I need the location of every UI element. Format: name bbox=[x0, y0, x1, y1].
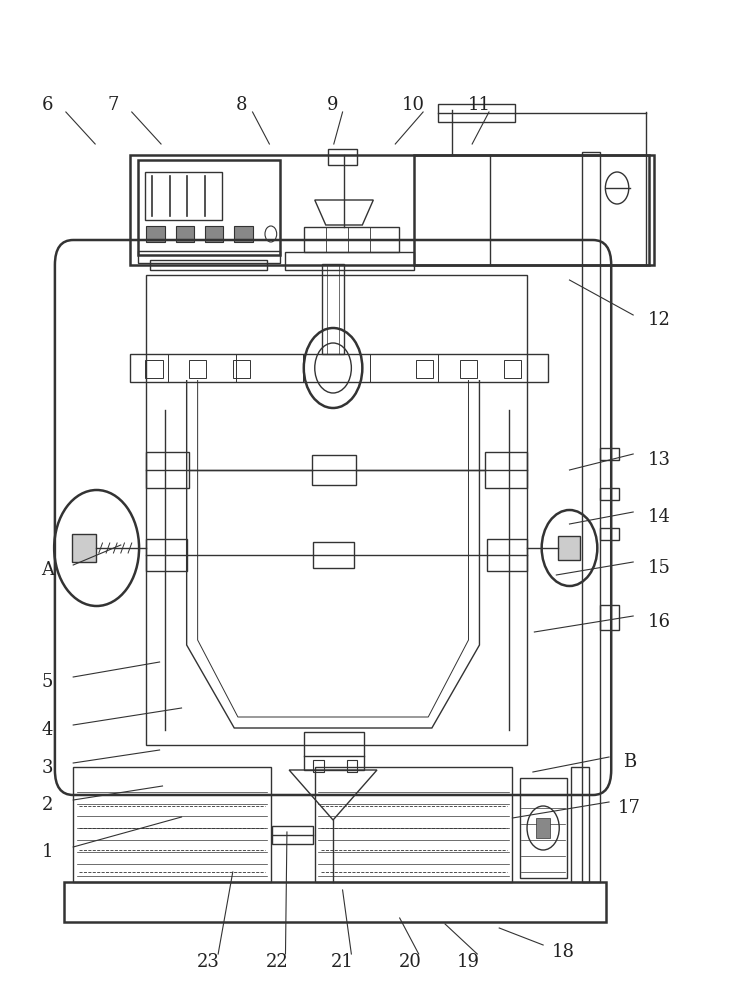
Bar bbox=[146, 226, 165, 242]
Text: 3: 3 bbox=[42, 759, 53, 777]
Text: 9: 9 bbox=[327, 96, 339, 114]
Bar bbox=[504, 360, 521, 378]
Bar bbox=[313, 760, 324, 772]
Text: 13: 13 bbox=[647, 451, 671, 469]
Bar bbox=[150, 260, 267, 270]
Text: 22: 22 bbox=[265, 953, 288, 971]
Bar bbox=[312, 455, 356, 485]
Text: 16: 16 bbox=[647, 613, 671, 631]
Text: 23: 23 bbox=[197, 953, 220, 971]
Bar bbox=[234, 226, 253, 242]
Text: 10: 10 bbox=[402, 96, 425, 114]
Text: 20: 20 bbox=[398, 953, 422, 971]
Bar bbox=[272, 826, 313, 844]
Bar bbox=[176, 226, 194, 242]
Bar bbox=[347, 760, 357, 772]
Text: A: A bbox=[41, 561, 54, 579]
Bar bbox=[460, 360, 477, 378]
Text: 14: 14 bbox=[647, 508, 671, 526]
Bar bbox=[487, 539, 527, 571]
Bar bbox=[130, 354, 548, 382]
Bar bbox=[138, 251, 280, 263]
Bar bbox=[582, 152, 600, 882]
Text: 11: 11 bbox=[468, 96, 491, 114]
Bar bbox=[304, 732, 364, 770]
Bar bbox=[73, 767, 271, 882]
Bar bbox=[304, 227, 399, 252]
Bar bbox=[189, 360, 206, 378]
Text: 4: 4 bbox=[42, 721, 53, 739]
Bar bbox=[328, 149, 357, 165]
Bar bbox=[571, 767, 589, 882]
Text: B: B bbox=[623, 753, 636, 771]
Text: 19: 19 bbox=[457, 953, 480, 971]
Bar bbox=[600, 488, 619, 500]
Bar bbox=[146, 275, 527, 745]
Bar bbox=[146, 539, 187, 571]
Text: 12: 12 bbox=[647, 311, 671, 329]
Text: 8: 8 bbox=[236, 96, 247, 114]
Bar bbox=[600, 605, 619, 630]
Text: 21: 21 bbox=[331, 953, 354, 971]
Bar bbox=[138, 160, 280, 255]
Bar bbox=[600, 448, 619, 460]
Bar bbox=[205, 226, 223, 242]
Bar bbox=[558, 536, 580, 560]
Bar bbox=[416, 360, 433, 378]
Text: 18: 18 bbox=[552, 943, 575, 961]
Text: 5: 5 bbox=[42, 673, 53, 691]
Bar bbox=[414, 155, 649, 265]
Text: 6: 6 bbox=[42, 96, 53, 114]
Text: 2: 2 bbox=[42, 796, 53, 814]
Bar bbox=[536, 818, 550, 838]
Bar bbox=[327, 264, 339, 354]
Bar bbox=[145, 360, 163, 378]
Bar bbox=[520, 778, 567, 878]
Text: 15: 15 bbox=[647, 559, 671, 577]
Bar bbox=[438, 104, 515, 122]
Text: 1: 1 bbox=[42, 843, 53, 861]
Bar bbox=[233, 360, 250, 378]
Bar bbox=[72, 534, 96, 562]
Bar bbox=[64, 882, 606, 922]
Bar bbox=[130, 155, 654, 265]
Bar bbox=[313, 542, 354, 568]
Bar bbox=[600, 528, 619, 540]
Bar bbox=[146, 452, 189, 488]
Bar bbox=[315, 767, 512, 882]
Bar bbox=[322, 264, 344, 354]
Text: 17: 17 bbox=[618, 799, 641, 817]
Bar bbox=[285, 252, 414, 270]
Text: 7: 7 bbox=[108, 96, 119, 114]
Bar bbox=[145, 172, 222, 220]
Bar bbox=[485, 452, 527, 488]
